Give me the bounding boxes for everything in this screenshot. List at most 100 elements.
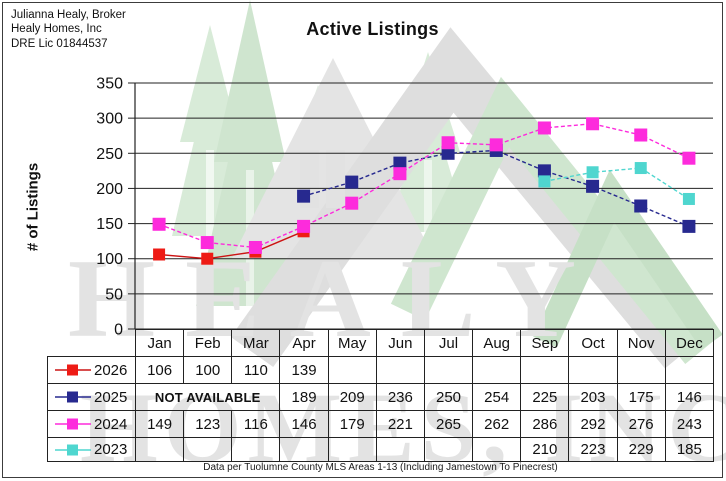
- value-cell: 229: [616, 437, 666, 462]
- value-cell: [472, 356, 522, 384]
- value-cell: 225: [520, 383, 570, 411]
- value-cell: 179: [327, 410, 377, 438]
- month-header: Mar: [231, 329, 281, 357]
- value-cell: 250: [423, 383, 474, 411]
- series-year-label: 2025: [94, 388, 128, 406]
- legend-cell-2024: 2024: [47, 410, 136, 438]
- value-cell: [327, 356, 377, 384]
- legend-cell-2026: 2026: [47, 356, 136, 384]
- broker-name: Julianna Healy, Broker: [11, 9, 126, 21]
- value-cell: [423, 437, 474, 462]
- value-cell: 292: [568, 410, 618, 438]
- month-header: Sep: [520, 329, 570, 357]
- value-cell: [231, 437, 281, 462]
- value-cell: 110: [231, 356, 281, 384]
- month-header: Jan: [134, 329, 185, 357]
- dre-license: DRE Lic 01844537: [11, 37, 108, 50]
- y-tick-label: 300: [96, 111, 123, 128]
- legend-marker-icon: [55, 364, 91, 376]
- value-cell: 175: [616, 383, 666, 411]
- value-cell: [568, 356, 618, 384]
- data-point-marker: [682, 219, 696, 233]
- y-tick-label: 150: [96, 216, 123, 233]
- series-2023: [538, 162, 695, 205]
- green-chevron-mountain-2: [533, 169, 723, 350]
- value-cell: 265: [423, 410, 474, 438]
- data-point-marker: [441, 146, 455, 160]
- data-point-marker: [248, 240, 262, 254]
- data-point-marker: [489, 138, 503, 152]
- data-point-marker: [634, 128, 648, 142]
- table-corner-cell: [48, 330, 136, 357]
- series-row: 2024 149 123 116 146 179 221 265 262 286 292 276 243: [47, 410, 715, 438]
- value-cell: [375, 437, 425, 462]
- value-cell: [134, 437, 185, 462]
- data-point-marker: [682, 151, 696, 165]
- data-point-marker: [345, 196, 359, 210]
- month-header: Jun: [375, 329, 425, 357]
- legend-cell-2023: 2023: [47, 437, 136, 462]
- value-cell: 146: [664, 383, 715, 411]
- value-cell: 123: [183, 410, 233, 438]
- data-point-marker: [586, 166, 599, 179]
- legend-marker-icon: [55, 418, 91, 430]
- data-point-marker: [201, 252, 214, 265]
- value-cell: 139: [279, 356, 329, 384]
- data-point-marker: [538, 175, 551, 188]
- series-row: 2023 210 223 229 185: [47, 437, 715, 462]
- value-cell: 185: [664, 437, 715, 462]
- data-point-marker: [393, 156, 407, 170]
- chart-title: Active Listings: [306, 19, 439, 39]
- data-point-marker: [297, 189, 311, 203]
- series-line-2025: [303, 149, 690, 228]
- month-header: Jul: [423, 329, 474, 357]
- value-cell: [520, 356, 570, 384]
- data-point-marker: [153, 248, 166, 261]
- data-point-marker: [537, 164, 551, 178]
- y-tick-label: 250: [96, 146, 123, 163]
- series-2024: [152, 117, 696, 254]
- month-header: Oct: [568, 329, 618, 357]
- legend-marker-icon: [55, 391, 91, 403]
- value-cell: 243: [664, 410, 715, 438]
- month-header: Apr: [279, 329, 329, 357]
- broker-info-block: Julianna Healy, Broker Healy Homes, Inc …: [11, 8, 126, 51]
- data-point-marker: [634, 199, 648, 213]
- y-axis-title: # of Listings: [24, 162, 42, 252]
- value-cell: [327, 437, 377, 462]
- value-cell: [616, 356, 666, 384]
- value-cell: 146: [279, 410, 329, 438]
- value-cell: 210: [520, 437, 570, 462]
- data-point-marker: [297, 219, 311, 233]
- legend-cell-2025: 2025: [47, 383, 136, 411]
- value-cell: 209: [327, 383, 377, 411]
- value-cell: 236: [375, 383, 425, 411]
- series-year-label: 2024: [94, 415, 128, 433]
- series-line-2023: [544, 167, 690, 200]
- y-tick-label: 200: [96, 181, 123, 198]
- data-source-note: Data per Tuolumne County MLS Areas 1-13 …: [203, 462, 558, 473]
- value-cell: 149: [134, 410, 185, 438]
- value-cell: [279, 437, 329, 462]
- y-tick-label: 0: [114, 322, 123, 339]
- monthly-data-table: Jan Feb Mar Apr May Jun Jul Aug Sep Oct Nov Dec 2026…: [47, 329, 715, 462]
- data-point-marker: [537, 121, 551, 135]
- value-cell: 116: [231, 410, 281, 438]
- series-year-label: 2026: [94, 361, 128, 379]
- value-cell: [375, 356, 425, 384]
- value-cell: [183, 437, 233, 462]
- data-point-marker: [441, 136, 455, 150]
- y-tick-label: 100: [96, 251, 123, 268]
- data-point-marker: [586, 179, 600, 193]
- legend-marker-icon: [55, 444, 91, 455]
- data-point-marker: [393, 167, 407, 181]
- value-cell: [664, 356, 715, 384]
- series-line-2024: [158, 123, 690, 249]
- value-cell: 254: [472, 383, 522, 411]
- series-row: 2025 NOT AVAILABLE 189 209 236 250 254 225 203 17…: [47, 383, 715, 411]
- value-cell: [472, 437, 522, 462]
- value-cell: 223: [568, 437, 618, 462]
- data-point-marker: [634, 162, 647, 175]
- month-header: May: [327, 329, 377, 357]
